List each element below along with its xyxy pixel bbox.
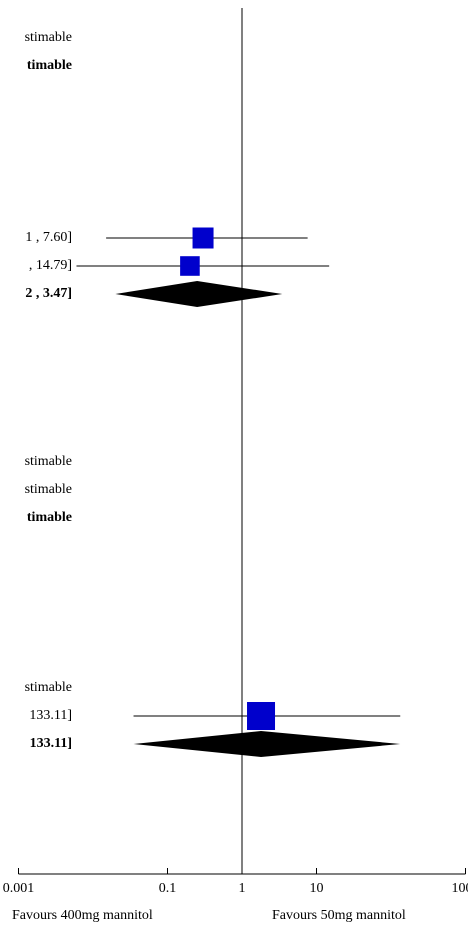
favours-right-label: Favours 50mg mannitol [272, 908, 406, 923]
x-tick-label: 0.1 [159, 881, 177, 896]
row-label: stimable [24, 680, 72, 695]
summary-diamond [133, 731, 401, 757]
x-tick-label: 10 [310, 881, 324, 896]
row-label: stimable [24, 30, 72, 45]
x-tick-label: 0.001 [3, 881, 35, 896]
row-label: 133.11] [29, 708, 72, 723]
row-label: stimable [24, 454, 72, 469]
row-label: timable [26, 58, 72, 73]
summary-diamond [115, 281, 283, 307]
estimate-square [192, 227, 214, 249]
x-tick-label: 1 [239, 881, 246, 896]
estimate-square [180, 256, 200, 276]
x-tick-label: 1000 [452, 881, 468, 896]
estimate-square [247, 702, 276, 730]
row-label: 133.11] [29, 736, 72, 751]
row-label: , 14.79] [28, 258, 72, 273]
row-label: stimable [24, 482, 72, 497]
favours-left-label: Favours 400mg mannitol [12, 908, 153, 923]
row-label: 1 , 7.60] [25, 230, 72, 245]
row-label: timable [26, 510, 72, 525]
row-label: 2 , 3.47] [25, 286, 72, 301]
